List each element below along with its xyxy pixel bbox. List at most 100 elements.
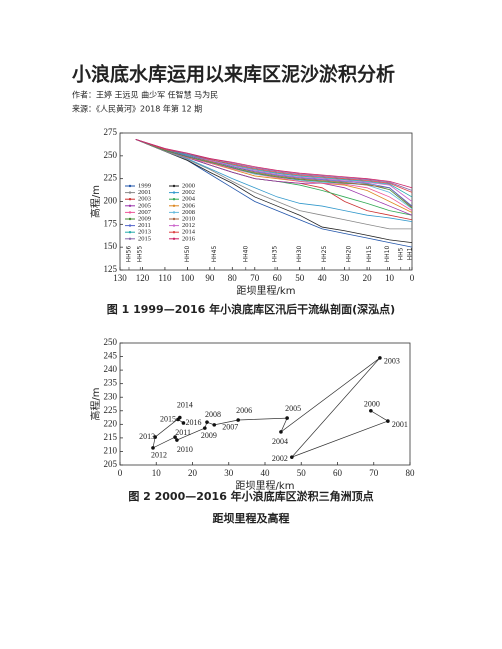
series-line bbox=[135, 139, 413, 198]
x-tick-label: 20 bbox=[188, 468, 198, 478]
point-label: 2003 bbox=[384, 357, 400, 366]
point bbox=[173, 435, 177, 439]
legend-label: 2010 bbox=[182, 215, 195, 222]
section-label: HH1 bbox=[406, 247, 413, 260]
point-label: 2006 bbox=[236, 406, 252, 415]
legend-marker bbox=[128, 217, 132, 221]
point-label: 2016 bbox=[185, 418, 201, 427]
x-tick-label: 50 bbox=[295, 273, 305, 283]
point-label: 2004 bbox=[272, 437, 288, 446]
x-axis-label: 距坝里程/km bbox=[237, 285, 296, 297]
series-line bbox=[135, 139, 413, 207]
section-label: HH10 bbox=[384, 245, 391, 262]
y-tick-label: 150 bbox=[104, 241, 118, 251]
legend-label: 2003 bbox=[138, 196, 151, 203]
legend-label: 2005 bbox=[138, 202, 151, 209]
y-tick-label: 230 bbox=[104, 391, 118, 401]
y-axis-label: 高程/m bbox=[89, 185, 102, 218]
point bbox=[290, 455, 294, 459]
figure-caption: 图 1 1999—2016 年小浪底库区汛后干流纵剖面(深泓点) bbox=[107, 302, 395, 316]
section-label: HH35 bbox=[271, 245, 278, 262]
legend-label: 1999 bbox=[138, 182, 151, 189]
legend-label: 2001 bbox=[138, 189, 151, 196]
series-line bbox=[135, 139, 413, 191]
doc-source: 来源：《人民黄河》2018 年第 12 期 bbox=[72, 104, 202, 114]
y-tick-label: 175 bbox=[104, 218, 118, 228]
point bbox=[378, 356, 382, 360]
point-label: 2014 bbox=[177, 400, 193, 409]
legend-label: 2006 bbox=[182, 202, 196, 209]
point-label: 2013 bbox=[139, 432, 155, 441]
x-tick-label: 0 bbox=[410, 273, 415, 283]
x-tick-label: 80 bbox=[228, 273, 238, 283]
point bbox=[279, 430, 283, 434]
legend-marker bbox=[172, 224, 176, 227]
legend-marker bbox=[172, 211, 176, 214]
y-axis-label: 高程/m bbox=[89, 387, 102, 420]
x-tick-label: 40 bbox=[318, 273, 328, 283]
series-line bbox=[135, 139, 413, 189]
section-label: HH5 bbox=[397, 247, 404, 260]
point-label: 2009 bbox=[201, 431, 217, 440]
legend-marker bbox=[128, 204, 132, 207]
doc-title: 小浪底水库运用以来库区泥沙淤积分析 bbox=[72, 63, 395, 86]
doc-author: 作者：王婷 王远见 曲少军 任智慧 马为民 bbox=[72, 90, 218, 100]
x-tick-label: 30 bbox=[224, 468, 234, 478]
point bbox=[205, 420, 209, 424]
figure-caption: 距坝里程及高程 bbox=[213, 511, 290, 525]
section-label: HH50 bbox=[184, 245, 191, 262]
x-tick-label: 10 bbox=[385, 273, 395, 283]
x-tick-label: 60 bbox=[273, 273, 283, 283]
y-tick-label: 220 bbox=[104, 418, 118, 428]
legend-marker bbox=[172, 231, 176, 234]
y-tick-label: 235 bbox=[104, 378, 118, 388]
x-tick-label: 100 bbox=[181, 273, 195, 283]
y-tick-label: 250 bbox=[104, 337, 118, 347]
y-tick-label: 200 bbox=[104, 196, 118, 206]
point bbox=[285, 416, 289, 420]
point bbox=[176, 417, 180, 422]
point bbox=[369, 408, 373, 413]
x-tick-label: 40 bbox=[261, 468, 271, 478]
x-tick-label: 130 bbox=[113, 273, 127, 283]
section-label: HH56 bbox=[125, 245, 132, 262]
point-label: 2007 bbox=[222, 423, 238, 432]
x-axis-label: 距坝里程/km bbox=[236, 480, 295, 492]
point-label: 2001 bbox=[392, 420, 408, 429]
point-label: 2008 bbox=[205, 410, 221, 419]
x-tick-label: 90 bbox=[205, 273, 215, 283]
legend-label: 2009 bbox=[138, 215, 151, 222]
series-line bbox=[135, 139, 412, 230]
legend-label: 2013 bbox=[138, 229, 151, 236]
x-tick-label: 20 bbox=[363, 273, 373, 283]
x-tick-label: 70 bbox=[250, 273, 260, 283]
x-tick-label: 10 bbox=[152, 468, 162, 478]
legend-label: 2014 bbox=[182, 229, 196, 236]
section-label: HH55 bbox=[137, 245, 144, 262]
y-tick-label: 125 bbox=[104, 264, 118, 274]
legend-label: 2015 bbox=[138, 235, 151, 242]
series-line bbox=[135, 139, 413, 211]
legend-label: 2012 bbox=[182, 222, 195, 229]
point bbox=[212, 423, 217, 427]
section-label: HH45 bbox=[211, 245, 218, 262]
x-tick-label: 0 bbox=[118, 468, 123, 478]
legend-marker bbox=[128, 231, 132, 234]
legend-label: 2008 bbox=[182, 209, 195, 216]
y-tick-label: 250 bbox=[104, 150, 118, 160]
legend-marker bbox=[128, 211, 132, 214]
legend-marker bbox=[128, 237, 132, 240]
legend-marker bbox=[128, 184, 132, 188]
legend-marker bbox=[172, 191, 176, 194]
legend-marker bbox=[128, 224, 132, 227]
legend-label: 2002 bbox=[182, 189, 195, 196]
x-tick-label: 60 bbox=[333, 468, 343, 478]
x-tick-label: 50 bbox=[297, 468, 307, 478]
section-label: HH30 bbox=[296, 245, 303, 262]
point-label: 2002 bbox=[272, 454, 288, 463]
y-tick-label: 240 bbox=[104, 364, 118, 374]
point-label: 2011 bbox=[175, 428, 191, 437]
y-tick-label: 225 bbox=[104, 173, 118, 183]
